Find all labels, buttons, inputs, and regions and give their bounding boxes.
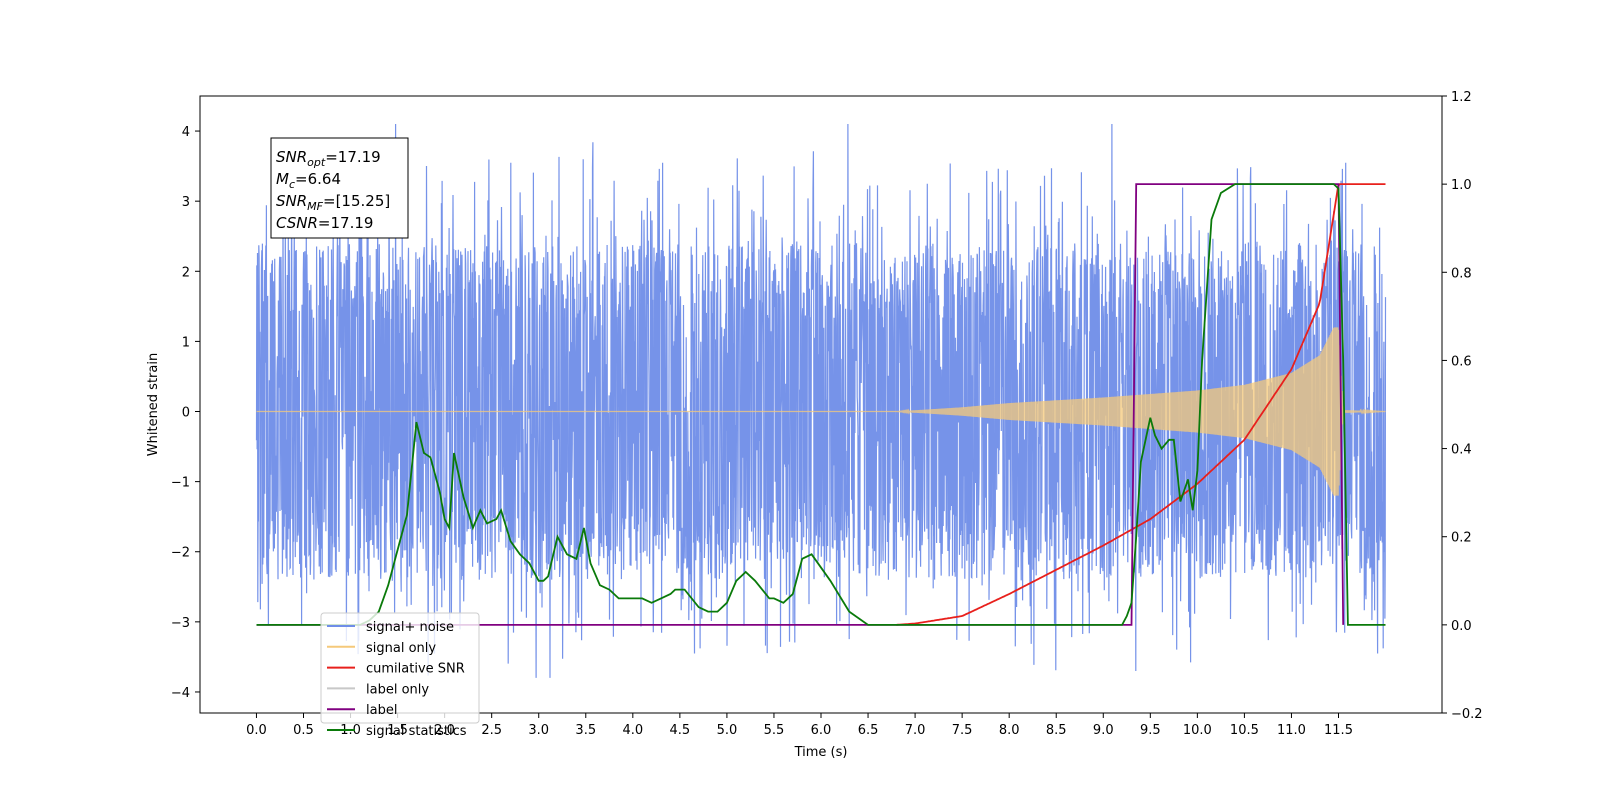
x-tick-label: 10.0 — [1183, 723, 1212, 738]
y-right-tick-label: 0.8 — [1451, 266, 1472, 281]
y-tick-label: −1 — [171, 476, 190, 491]
annotation-line: SNRMF=[15.25] — [276, 192, 390, 213]
legend-frame — [320, 612, 480, 724]
x-tick-label: 2.0 — [434, 723, 455, 738]
y-right-tick-label: −0.2 — [1451, 707, 1483, 722]
x-tick-label: 2.5 — [481, 723, 502, 738]
y-right-tick-label: 1.0 — [1451, 178, 1472, 193]
y-right-tick-label: 0.2 — [1451, 531, 1472, 546]
y-tick-label: 2 — [182, 265, 190, 280]
x-tick-label: 3.5 — [575, 723, 596, 738]
y-tick-label: 1 — [182, 335, 190, 350]
y-axis-left: 4 3 2 1 0 −1 −2 −3 −4 — [171, 125, 200, 701]
x-tick-label: 4.5 — [670, 723, 691, 738]
legend-label: label — [366, 703, 397, 718]
x-tick-label: 6.5 — [858, 723, 879, 738]
y-tick-label: −4 — [171, 686, 190, 701]
annotation-frame — [270, 137, 409, 239]
legend-label: signal+ noise — [366, 620, 454, 635]
x-tick-label: 7.5 — [952, 723, 973, 738]
x-tick-label: 0.0 — [246, 723, 267, 738]
x-axis-label: Time (s) — [794, 745, 848, 760]
legend-label: signal only — [366, 641, 436, 656]
y-tick-label: −3 — [171, 616, 190, 631]
annotation-box: SNRopt=17.19Mc=6.64SNRMF=[15.25]CSNR=17.… — [270, 137, 409, 239]
x-tick-label: 8.5 — [1046, 723, 1067, 738]
legend-label: cumilative SNR — [366, 662, 465, 677]
x-tick-label: 5.5 — [764, 723, 785, 738]
x-tick-label: 11.0 — [1277, 723, 1306, 738]
annotation-line: SNRopt=17.19 — [276, 148, 381, 169]
y-tick-label: 3 — [182, 195, 190, 210]
y-axis-label: Whitened strain — [146, 353, 161, 456]
series-signal-only — [256, 327, 1386, 496]
x-axis: 0.0 0.5 1.0 1.5 2.0 2.5 3.0 3.5 4.0 4.5 5.0 5.5 6.0 6… — [246, 713, 1353, 738]
plot-area — [255, 123, 1387, 678]
x-tick-label: 7.0 — [905, 723, 926, 738]
x-tick-label: 11.5 — [1324, 723, 1353, 738]
y-tick-label: −2 — [171, 546, 190, 561]
x-tick-label: 6.0 — [811, 723, 832, 738]
y-right-tick-label: 0.6 — [1451, 354, 1472, 369]
x-tick-label: 0.5 — [293, 723, 314, 738]
legend-label: signal statistics — [366, 724, 467, 739]
x-tick-label: 8.0 — [999, 723, 1020, 738]
annotation-line: Mc=6.64 — [276, 170, 341, 191]
x-tick-label: 9.0 — [1093, 723, 1114, 738]
y-right-tick-label: 0.4 — [1451, 443, 1472, 458]
y-right-tick-label: 0.0 — [1451, 619, 1472, 634]
y-tick-label: 0 — [182, 406, 190, 421]
y-tick-label: 4 — [182, 125, 190, 140]
x-tick-label: 10.5 — [1230, 723, 1259, 738]
y-axis-right: 1.2 1.0 0.8 0.6 0.4 0.2 0.0 −0.2 — [1442, 90, 1483, 722]
x-tick-label: 9.5 — [1140, 723, 1161, 738]
x-tick-label: 3.0 — [528, 723, 549, 738]
y-right-tick-label: 1.2 — [1451, 90, 1472, 105]
x-tick-label: 4.0 — [622, 723, 643, 738]
series-label — [256, 183, 1345, 626]
series-signal-statistics — [256, 183, 1386, 626]
legend-label: label only — [366, 682, 429, 697]
series-cumilative-snr — [896, 183, 1386, 626]
x-tick-label: 5.0 — [717, 723, 738, 738]
legend: signal+ noise signal only cumilative SNR la… — [320, 612, 480, 739]
annotation-line: CSNR=17.19 — [276, 214, 373, 232]
x-tick-label: 1.5 — [387, 723, 408, 738]
